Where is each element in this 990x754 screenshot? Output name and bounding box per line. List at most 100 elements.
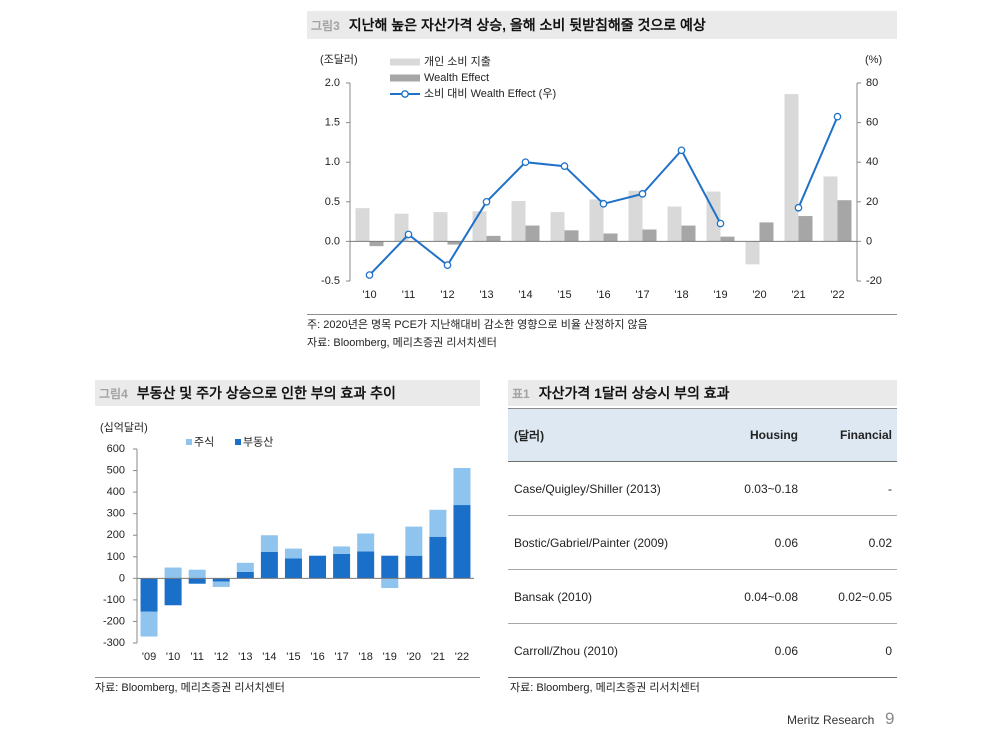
table-row: Case/Quigley/Shiller (2013) 0.03~0.18 -	[508, 461, 897, 516]
fig4-bar-real-estate-2	[188, 578, 206, 584]
table-1-source: 자료: Bloomberg, 메리츠증권 리서치센터	[510, 682, 700, 694]
fig3-line-point-1	[404, 230, 413, 239]
fig4-bar-stocks-4	[236, 562, 254, 572]
fig4-legend-swatch	[186, 439, 192, 445]
fig4-x-tick-label: '20	[407, 651, 421, 663]
fig3-bar-wealth-effect-12	[837, 200, 852, 242]
fig3-line-point-6	[599, 199, 608, 208]
fig3-bar-wealth-effect-10	[759, 222, 774, 242]
fig3-legend-label: 소비 대비 Wealth Effect (우)	[424, 87, 556, 100]
col-header-unit: (달러)	[508, 408, 713, 462]
table-cell-financial: 0.02	[803, 515, 897, 570]
fig3-right-tick-label: 60	[866, 117, 878, 129]
figure-3-title-bar: 그림3 지난해 높은 자산가격 상승, 올해 소비 뒷받침해줄 것으로 예상	[307, 11, 897, 39]
table-cell-housing: 0.03~0.18	[713, 461, 803, 516]
fig3-left-tick-label: -0.5	[321, 275, 340, 287]
fig3-left-tick-label: 0.5	[325, 196, 340, 208]
fig3-bar-consumption-3	[472, 211, 487, 242]
fig4-bar-real-estate-11	[405, 555, 423, 579]
fig4-x-tick-label: '13	[238, 651, 252, 663]
fig4-y-tick-label: -300	[103, 637, 125, 649]
page-number: 9	[885, 709, 895, 728]
fig3-bar-wealth-effect-2	[447, 241, 462, 245]
fig4-legend-swatch	[235, 439, 241, 445]
figure-3-divider	[307, 314, 897, 315]
fig3-x-tick-label: '16	[596, 289, 610, 301]
fig4-bar-real-estate-3	[212, 578, 230, 582]
fig3-x-tick-label: '15	[557, 289, 571, 301]
fig4-bar-stocks-13	[453, 467, 471, 506]
figure-4-title-bar: 그림4 부동산 및 주가 상승으로 인한 부의 효과 추이	[95, 380, 480, 406]
table-1-title-bar: 표1 자산가격 1달러 상승시 부의 효과	[508, 380, 897, 406]
fig3-bar-consumption-9	[706, 191, 721, 242]
fig3-left-tick-label: 1.0	[325, 156, 340, 168]
fig4-x-tick-label: '18	[359, 651, 373, 663]
fig4-y-tick-label: 300	[107, 508, 125, 520]
fig4-x-tick-label: '17	[334, 651, 348, 663]
fig3-line-point-2	[443, 261, 452, 270]
fig3-right-tick-label: 40	[866, 156, 878, 168]
fig3-line-point-9	[716, 219, 725, 228]
fig4-bar-stocks-2	[188, 569, 206, 579]
fig4-bar-real-estate-10	[381, 555, 399, 579]
fig3-legend-label: Wealth Effect	[424, 72, 489, 84]
fig3-line-point-11	[794, 203, 803, 212]
fig4-x-tick-label: '14	[262, 651, 276, 663]
fig4-bar-stocks-0	[140, 611, 158, 637]
fig4-bar-real-estate-4	[236, 571, 254, 579]
fig3-bar-wealth-effect-4	[525, 225, 540, 242]
fig4-y-tick-label: 0	[119, 572, 125, 584]
fig4-y-tick-label: 500	[107, 465, 125, 477]
fig3-right-tick-label: -20	[866, 275, 882, 287]
fig4-bar-stocks-5	[260, 535, 278, 552]
figure-3-note: 주: 2020년은 명목 PCE가 지난해대비 감소한 영향으로 비율 산정하지…	[307, 319, 648, 331]
fig4-x-tick-label: '09	[142, 651, 156, 663]
table-cell-housing: 0.06	[713, 515, 803, 570]
fig3-legend-label: 개인 소비 지출	[424, 55, 491, 68]
fig3-x-tick-label: '19	[713, 289, 727, 301]
fig3-x-tick-label: '21	[791, 289, 805, 301]
table-cell-housing: 0.06	[713, 623, 803, 678]
fig3-legend-marker	[401, 90, 409, 98]
fig3-x-tick-label: '11	[402, 289, 416, 301]
fig3-bar-consumption-10	[745, 241, 760, 265]
table-cell-financial: 0.02~0.05	[803, 569, 897, 624]
fig3-x-tick-label: '17	[635, 289, 649, 301]
fig3-left-tick-label: 1.5	[325, 117, 340, 129]
table-1-title: 자산가격 1달러 상승시 부의 효과	[538, 385, 730, 401]
fig3-x-tick-label: '13	[479, 289, 493, 301]
fig3-x-tick-label: '20	[752, 289, 766, 301]
fig4-bar-stocks-9	[357, 533, 375, 552]
fig3-line-point-12	[833, 112, 842, 121]
fig3-x-tick-label: '10	[362, 289, 376, 301]
fig3-left-tick-label: 2.0	[325, 77, 340, 89]
table-cell-study: Case/Quigley/Shiller (2013)	[508, 461, 713, 516]
fig4-bar-stocks-3	[212, 581, 230, 587]
fig4-bar-stocks-10	[381, 578, 399, 589]
fig3-x-tick-label: '22	[830, 289, 844, 301]
fig3-right-unit: (%)	[865, 54, 882, 66]
fig3-right-tick-label: 80	[866, 77, 878, 89]
fig4-x-tick-label: '22	[455, 651, 469, 663]
fig3-left-tick-label: 0.0	[325, 235, 340, 247]
table-cell-study: Bansak (2010)	[508, 569, 713, 624]
table-cell-study: Bostic/Gabriel/Painter (2009)	[508, 515, 713, 570]
fig3-bar-wealth-effect-11	[798, 216, 813, 242]
fig4-y-tick-label: -200	[103, 615, 125, 627]
fig4-x-tick-label: '21	[431, 651, 445, 663]
fig3-legend-swatch	[390, 74, 420, 82]
fig4-bar-real-estate-9	[357, 551, 375, 579]
table-1-label: 표1	[512, 386, 530, 401]
fig3-bar-consumption-6	[589, 199, 604, 242]
fig4-bar-real-estate-1	[164, 578, 182, 606]
fig4-y-tick-label: 600	[107, 443, 125, 455]
fig3-bar-wealth-effect-7	[642, 229, 657, 242]
fig4-y-tick-label: 100	[107, 551, 125, 563]
fig3-left-unit: (조달러)	[320, 53, 358, 66]
figure-3-chart: 2.0 1.5 1.0 0.5 0.0 -0.5 80 60 40 20 0 -20 '10 '11 '12…	[320, 53, 882, 301]
fig4-x-tick-label: '11	[190, 651, 204, 663]
fig3-right-tick-label: 20	[866, 196, 878, 208]
figure-3-title: 지난해 높은 자산가격 상승, 올해 소비 뒷받침해줄 것으로 예상	[348, 17, 706, 33]
col-header-financial: Financial	[803, 408, 897, 462]
fig4-y-tick-label: -100	[103, 594, 125, 606]
